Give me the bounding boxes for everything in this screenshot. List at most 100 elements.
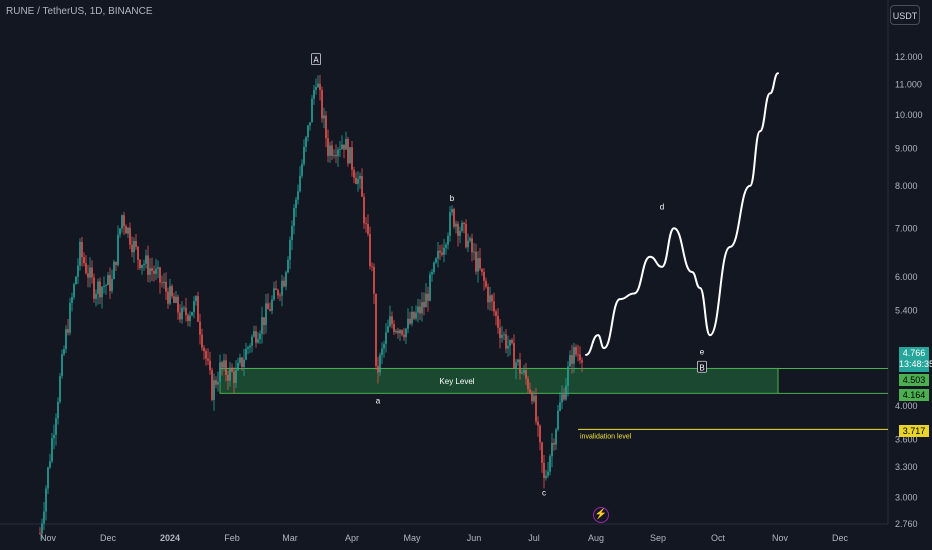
candle-body [369,233,371,267]
candle-body [219,362,221,382]
price-tick-label: 3.000 [895,493,918,503]
candle-body [101,286,103,298]
candle-body [469,238,471,241]
candle-body [403,334,405,338]
candle-body [115,261,117,265]
candle-body [557,410,559,430]
candle-body [145,255,147,264]
candle-body [551,442,553,457]
candle-body [473,251,475,253]
candle-body [233,371,235,383]
wave-label: a [376,397,381,406]
candle-body [465,223,467,248]
wave-label: d [660,202,664,211]
candle-body [343,144,345,150]
time-tick-label: Dec [100,533,117,543]
candle-body [73,284,75,298]
candle-body [327,138,329,156]
candle-body [519,359,521,374]
candle-body [283,280,285,287]
candle-body [307,125,309,138]
candle-body [539,425,541,443]
candle-body [227,375,229,381]
key-level-high-badge: 4.503 [899,374,929,386]
candle-body [389,316,391,327]
candle-body [561,394,563,403]
candle-body [477,258,479,272]
candle-body [375,293,377,366]
candle-body [239,357,241,363]
candle-body [309,122,311,126]
candle-body [157,267,159,269]
candle-body [39,533,41,535]
candle-body [397,330,399,334]
candle-body [511,339,513,344]
candle-body [55,418,57,435]
candle-body [409,318,411,324]
time-tick-label: Jun [467,533,482,543]
candle-body [161,282,163,284]
candle-body [313,89,315,99]
chart-title: RUNE / TetherUS, 1D, BINANCE [6,6,153,17]
time-tick-label: Nov [40,533,57,543]
candle-body [425,293,427,308]
candle-body [301,164,303,176]
candle-body [43,511,45,524]
wave-label: c [542,488,546,497]
candle-body [271,299,273,311]
lightning-icon[interactable]: ⚡ [593,507,609,523]
candle-body [437,250,439,259]
candle-body [531,392,533,402]
candle-body [329,145,331,156]
candle-body [295,199,297,209]
price-axis: 12.000 11.000 10.000 9.000 8.000 7.000 6.000 5.… [895,52,923,529]
candles-layer [39,74,583,540]
key-level-low-badge: 4.164 [899,389,929,401]
candle-body [211,370,213,400]
candle-body [261,317,263,334]
time-axis: Nov Dec 2024 Feb Mar Apr May Jun Jul Aug Sep Oct Nov… [40,533,849,543]
candle-body [65,329,67,350]
candle-body [213,380,215,400]
candle-body [103,285,105,287]
candle-body [339,148,341,150]
candle-body [237,362,239,371]
candle-body [549,456,551,472]
candle-body [95,293,97,299]
candle-body [367,223,369,234]
candle-body [405,328,407,338]
candle-body [481,268,483,272]
candle-body [567,366,569,386]
candle-body [517,359,519,363]
candle-body [347,138,349,164]
currency-button[interactable]: USDT [890,5,920,25]
candle-body [553,442,555,445]
candle-body [535,395,537,422]
candle-body [61,354,63,377]
candle-body [377,365,379,373]
candle-body [325,115,327,139]
candle-body [225,360,227,376]
candle-body [133,241,135,253]
candle-body [393,324,395,333]
candle-body [445,244,447,248]
candle-body [579,354,581,361]
candle-body [335,155,337,157]
wave-label: A [313,56,319,65]
candle-body [127,227,129,234]
candle-body [423,302,425,308]
candle-body [119,228,121,235]
zone-layer: Key Level invalidation level [219,367,888,440]
candle-body [173,296,175,303]
candle-body [97,281,99,294]
candle-body [167,291,169,304]
candle-body [201,334,203,348]
candle-body [293,208,295,226]
candle-body [53,434,55,439]
candle-body [321,89,323,119]
candle-body [577,354,579,356]
price-tick-label: 5.400 [895,306,918,316]
candle-body [291,225,293,241]
candle-body [457,223,459,236]
